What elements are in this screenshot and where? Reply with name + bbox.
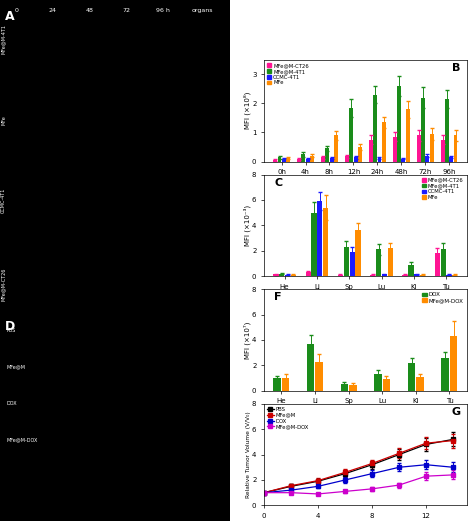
Text: G: G [451,407,461,417]
Bar [382,274,387,276]
Bar [447,275,452,276]
Legend: MFe@M-CT26, MFe@M-4T1, CCMC-4T1, MFe: MFe@M-CT26, MFe@M-4T1, CCMC-4T1, MFe [267,63,310,86]
Bar [315,362,323,391]
Bar [445,99,449,162]
Y-axis label: MFI (×10⁸): MFI (×10⁸) [243,92,251,129]
Bar [373,95,377,162]
Text: MFe@M-4T1: MFe@M-4T1 [1,24,6,54]
Bar [441,140,445,162]
Bar [297,159,301,162]
Text: DOX: DOX [7,401,18,406]
Bar [408,363,415,391]
Bar [374,374,382,391]
Bar [425,156,429,162]
Bar [282,158,286,162]
Bar [273,378,281,391]
Bar [330,158,334,162]
Bar [397,86,401,162]
Bar [323,207,328,276]
Text: F: F [274,292,282,302]
Bar [326,148,329,162]
Legend: DOX, MFe@M-DOX: DOX, MFe@M-DOX [422,292,464,304]
Bar [406,109,410,162]
Bar [321,157,325,162]
Bar [291,275,296,276]
Bar [306,158,310,162]
Text: 0: 0 [14,8,18,13]
Bar [334,135,338,162]
Legend: MFe@M-CT26, MFe@M-4T1, CCMC-4T1, MFe: MFe@M-CT26, MFe@M-4T1, CCMC-4T1, MFe [421,177,464,201]
Bar [344,247,349,276]
Bar [273,160,277,162]
Bar [441,250,446,276]
Text: A: A [5,10,14,23]
Bar [421,97,425,162]
Bar [382,122,386,162]
Bar [393,137,397,162]
Bar [285,275,290,276]
Bar [454,135,457,162]
Bar [349,385,356,391]
Bar [376,250,381,276]
Bar [279,274,284,276]
Text: D: D [5,320,15,333]
Bar [311,213,317,276]
Bar [345,156,349,162]
Bar [441,358,449,391]
Text: organs: organs [191,8,213,13]
Bar [356,230,361,276]
Bar [273,274,279,276]
Text: MFe@M-CT26: MFe@M-CT26 [1,267,6,301]
Text: 96 h: 96 h [156,8,170,13]
Bar [286,158,290,162]
Bar [278,157,282,162]
Bar [452,275,457,276]
Bar [317,201,322,276]
Bar [450,336,457,391]
Bar [282,378,289,391]
Y-axis label: MFI (×10⁷): MFI (×10⁷) [243,321,251,358]
Bar [369,140,373,162]
Bar [310,156,314,162]
Text: B: B [452,63,461,73]
Bar [370,275,375,276]
Bar [378,158,382,162]
Text: PBS: PBS [7,328,16,333]
Y-axis label: Relative Tumor Volume (V/V₀): Relative Tumor Volume (V/V₀) [246,411,251,498]
Bar [435,253,440,276]
Bar [349,108,353,162]
Bar [358,147,362,162]
Bar [307,344,314,391]
Y-axis label: MFI (×10⁻³): MFI (×10⁻³) [243,205,251,246]
Bar [338,275,343,276]
Text: 72: 72 [122,8,130,13]
Bar [383,379,390,391]
Text: MFe@M-DOX: MFe@M-DOX [7,438,38,443]
Text: MFe@M: MFe@M [7,365,26,370]
Bar [449,157,453,162]
Bar [420,275,425,276]
Bar [354,157,357,162]
Bar [417,135,420,162]
Text: 24: 24 [49,8,57,13]
Bar [401,158,405,162]
Bar [416,377,424,391]
Bar [408,265,413,276]
Bar [402,275,408,276]
Bar [388,248,393,276]
Text: MFe: MFe [1,115,6,125]
Text: 48: 48 [86,8,93,13]
Bar [429,134,434,162]
Text: C: C [274,178,283,188]
Bar [340,384,348,391]
Text: CCMC-4T1: CCMC-4T1 [1,188,6,213]
Bar [349,252,355,276]
Bar [306,272,311,276]
Bar [414,274,419,276]
Bar [301,154,305,162]
Legend: PBS, MFe@M, DOX, MFe@M-DOX: PBS, MFe@M, DOX, MFe@M-DOX [267,406,309,430]
